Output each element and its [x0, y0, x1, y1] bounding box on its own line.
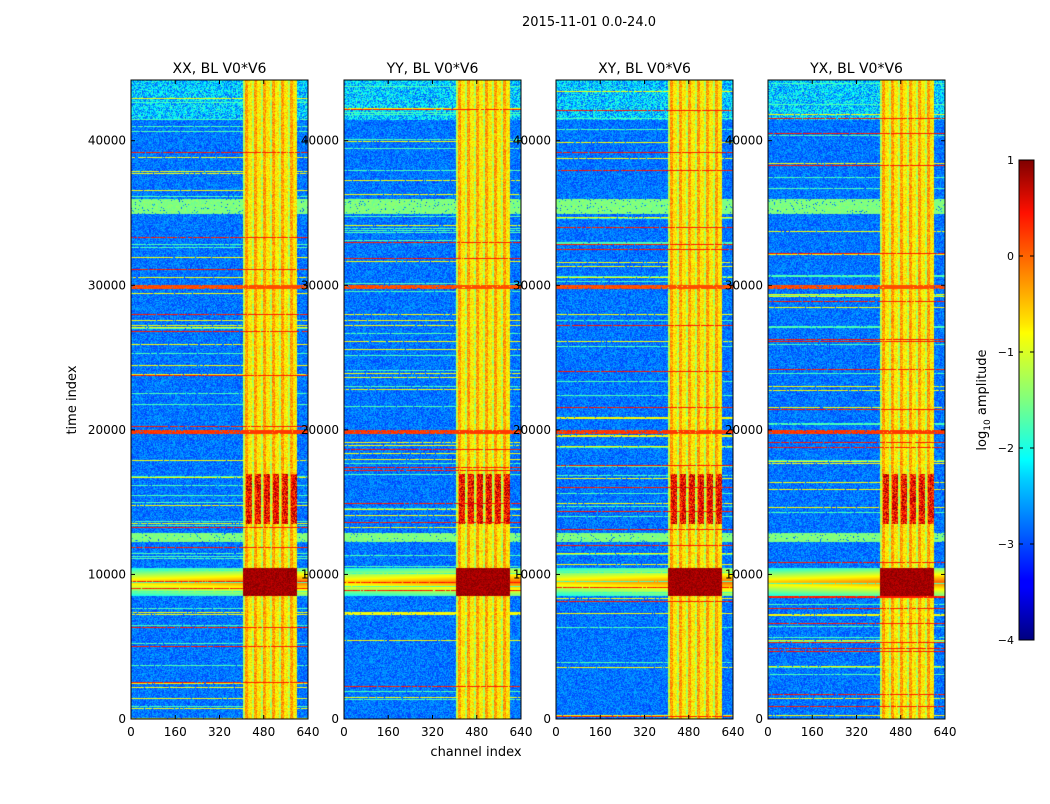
y-tick-label: 0: [331, 712, 339, 726]
y-tick-label: 0: [118, 712, 126, 726]
y-tick-label: 20000: [301, 423, 339, 437]
x-tick-label: 640: [297, 725, 320, 739]
x-tick-label: 0: [552, 725, 560, 739]
panel-xy: XY, BL V0*V6 0 160 320 480 640 0 10000 20000 3000…: [513, 61, 745, 739]
heatmap-image-xx: [131, 80, 308, 719]
panel-title: XX, BL V0*V6: [173, 61, 267, 77]
y-tick-label: 10000: [88, 567, 126, 581]
x-tick-label: 0: [340, 725, 348, 739]
x-tick-label: 320: [633, 725, 656, 739]
y-tick-label: 20000: [725, 423, 763, 437]
y-tick-label: 10000: [725, 567, 763, 581]
heatmap-image-yy: [344, 80, 521, 719]
colorbar-label: log10 amplitude: [975, 349, 993, 450]
y-tick-label: 0: [755, 712, 763, 726]
panel-xx: XX, BL V0*V6 0 160 320 480 640 0 10000 20000 3000…: [88, 61, 320, 739]
colorbar-tick-label: −4: [998, 634, 1014, 647]
x-tick-label: 480: [889, 725, 912, 739]
colorbar-ticks: 1 0 −1 −2 −3 −4: [998, 154, 1034, 647]
panels: XX, BL V0*V6 0 160 320 480 640 0 10000 20000 3000…: [88, 61, 957, 739]
y-tick-label: 10000: [513, 567, 551, 581]
colorbar-tick-label: −1: [998, 346, 1014, 359]
y-tick-label: 40000: [301, 134, 339, 148]
colorbar-tick-label: 0: [1007, 250, 1014, 263]
y-tick-label: 30000: [301, 278, 339, 292]
x-tick-label: 160: [801, 725, 824, 739]
y-tick-label: 20000: [88, 423, 126, 437]
panel-title: YY, BL V0*V6: [386, 61, 479, 77]
x-tick-label: 640: [722, 725, 745, 739]
x-tick-label: 0: [764, 725, 772, 739]
colorbar-label-rest: amplitude: [975, 349, 990, 419]
x-tick-label: 640: [934, 725, 957, 739]
panel-title: XY, BL V0*V6: [598, 61, 691, 77]
x-tick-label: 320: [208, 725, 231, 739]
panel-yy: YY, BL V0*V6 0 160 320 480 640 0 10000 20000 3000…: [301, 61, 533, 739]
y-tick-label: 30000: [88, 278, 126, 292]
y-tick-label: 40000: [513, 134, 551, 148]
colorbar: 10−1−2−3−4 log10 amplitude: [975, 154, 1035, 647]
y-axis-label: time index: [65, 365, 80, 434]
x-tick-label: 640: [510, 725, 533, 739]
x-tick-label: 0: [127, 725, 135, 739]
figure-title: 2015-11-01 0.0-24.0: [522, 15, 656, 30]
heatmap-image-yx: [768, 80, 945, 719]
x-tick-label: 480: [677, 725, 700, 739]
y-tick-label: 30000: [725, 278, 763, 292]
y-tick-label: 40000: [88, 134, 126, 148]
panel-title: YX, BL V0*V6: [809, 61, 903, 77]
colorbar-label-sub: 10: [983, 419, 993, 431]
x-tick-label: 480: [465, 725, 488, 739]
colorbar-tick-label: −2: [998, 442, 1014, 455]
y-tick-label: 0: [543, 712, 551, 726]
y-tick-label: 30000: [513, 278, 551, 292]
y-tick-label: 40000: [725, 134, 763, 148]
y-tick-label: 10000: [301, 567, 339, 581]
colorbar-tick-label: −3: [998, 538, 1014, 551]
colorbar-gradient: [1018, 159, 1035, 641]
x-tick-label: 160: [589, 725, 612, 739]
x-tick-label: 480: [252, 725, 275, 739]
colorbar-label-base: log: [975, 431, 990, 451]
x-tick-label: 320: [421, 725, 444, 739]
x-tick-label: 160: [164, 725, 187, 739]
x-tick-label: 320: [845, 725, 868, 739]
y-tick-label: 20000: [513, 423, 551, 437]
x-tick-label: 160: [377, 725, 400, 739]
heatmap-image-xy: [556, 80, 733, 719]
panel-yx: YX, BL V0*V6 0 160 320 480 640 0 10000 20000 3000…: [725, 61, 957, 739]
colorbar-tick-label: 1: [1007, 154, 1014, 167]
x-axis-label: channel index: [430, 745, 521, 760]
